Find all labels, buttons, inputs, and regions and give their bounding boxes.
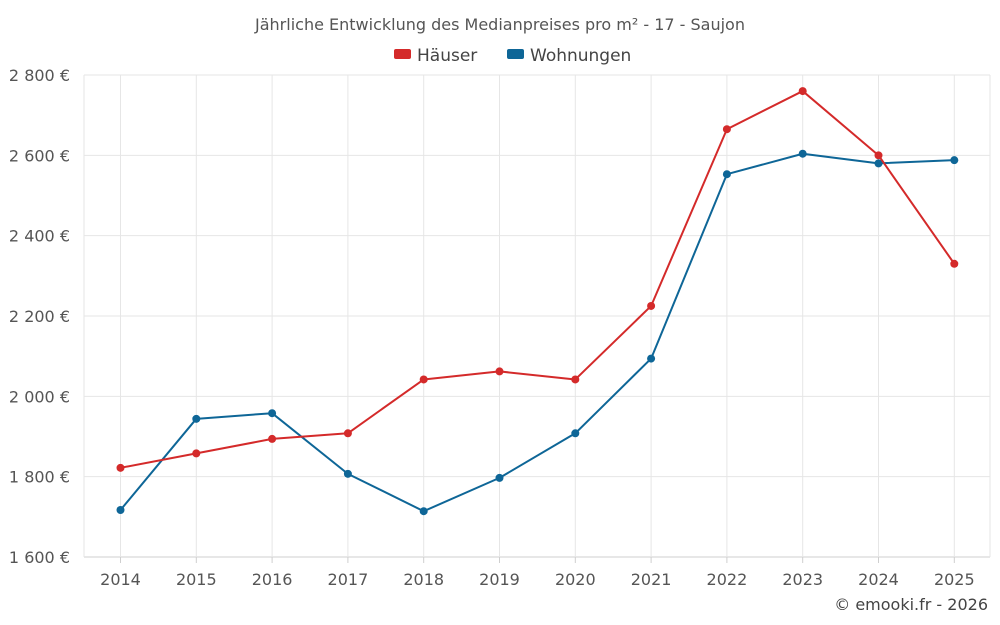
x-tick-label-7: 2021 <box>631 570 672 589</box>
data-point-0-8[interactable] <box>722 125 731 134</box>
y-tick-label-5: 2 600 € <box>9 146 70 165</box>
x-tick-label-10: 2024 <box>858 570 899 589</box>
x-tick-label-1: 2015 <box>176 570 217 589</box>
data-point-0-4[interactable] <box>419 375 428 384</box>
series-1 <box>116 149 959 516</box>
series-line-0 <box>120 90 956 469</box>
y-tick-label-6: 2 800 € <box>9 66 70 85</box>
data-point-1-6[interactable] <box>571 429 580 438</box>
legend-item-0[interactable]: Häuser <box>394 46 477 66</box>
x-tick-label-11: 2025 <box>934 570 975 589</box>
y-tick-label-1: 1 800 € <box>9 468 70 487</box>
data-point-1-10[interactable] <box>874 159 883 168</box>
data-point-0-10[interactable] <box>874 151 883 160</box>
data-point-1-0[interactable] <box>116 506 125 515</box>
credit-text: © emooki.fr - 2026 <box>834 595 988 614</box>
data-point-0-3[interactable] <box>343 429 352 438</box>
x-tick-label-0: 2014 <box>100 570 141 589</box>
y-tick-label-3: 2 200 € <box>9 307 70 326</box>
legend-item-1[interactable]: Wohnungen <box>507 46 631 66</box>
data-point-0-5[interactable] <box>495 367 504 376</box>
data-point-0-0[interactable] <box>116 463 125 472</box>
y-tick-label-0: 1 600 € <box>9 548 70 567</box>
legend-swatch-1 <box>507 49 524 59</box>
x-tick-label-3: 2017 <box>328 570 369 589</box>
series-layer <box>116 87 959 516</box>
legend-label-1: Wohnungen <box>530 46 631 66</box>
data-point-1-7[interactable] <box>647 354 656 363</box>
data-point-1-9[interactable] <box>798 149 807 158</box>
y-axis: 1 600 € 1 800 € 2 000 € 2 200 € 2 400 € 2 600… <box>9 66 70 567</box>
grid-lines <box>83 74 991 558</box>
x-tick-label-4: 2018 <box>403 570 444 589</box>
data-point-1-3[interactable] <box>343 469 352 478</box>
x-tick-label-5: 2019 <box>479 570 520 589</box>
x-tick-label-2: 2016 <box>252 570 293 589</box>
legend-swatch-0 <box>394 49 411 59</box>
x-tick-label-6: 2020 <box>555 570 596 589</box>
x-axis: 2014 2015 2016 2017 2018 2019 2020 2021 2022 2023… <box>100 557 975 589</box>
data-point-1-2[interactable] <box>268 409 277 418</box>
y-tick-label-4: 2 400 € <box>9 227 70 246</box>
data-point-1-8[interactable] <box>722 170 731 179</box>
series-line-1 <box>119 152 955 513</box>
data-point-0-1[interactable] <box>192 449 201 458</box>
data-point-1-5[interactable] <box>495 473 504 482</box>
data-point-0-2[interactable] <box>268 434 277 443</box>
data-point-1-1[interactable] <box>192 414 201 423</box>
data-point-1-11[interactable] <box>950 156 959 165</box>
data-point-0-9[interactable] <box>798 87 807 96</box>
chart-title: Jährliche Entwicklung des Medianpreises … <box>254 15 745 34</box>
legend-label-0: Häuser <box>417 46 477 66</box>
data-point-0-11[interactable] <box>950 259 959 268</box>
data-point-0-6[interactable] <box>571 375 580 384</box>
legend: Häuser Wohnungen <box>394 46 631 66</box>
x-tick-label-8: 2022 <box>707 570 748 589</box>
data-point-0-7[interactable] <box>647 301 656 310</box>
y-tick-label-2: 2 000 € <box>9 387 70 406</box>
series-0 <box>116 87 959 472</box>
x-tick-label-9: 2023 <box>782 570 823 589</box>
data-point-1-4[interactable] <box>419 507 428 516</box>
